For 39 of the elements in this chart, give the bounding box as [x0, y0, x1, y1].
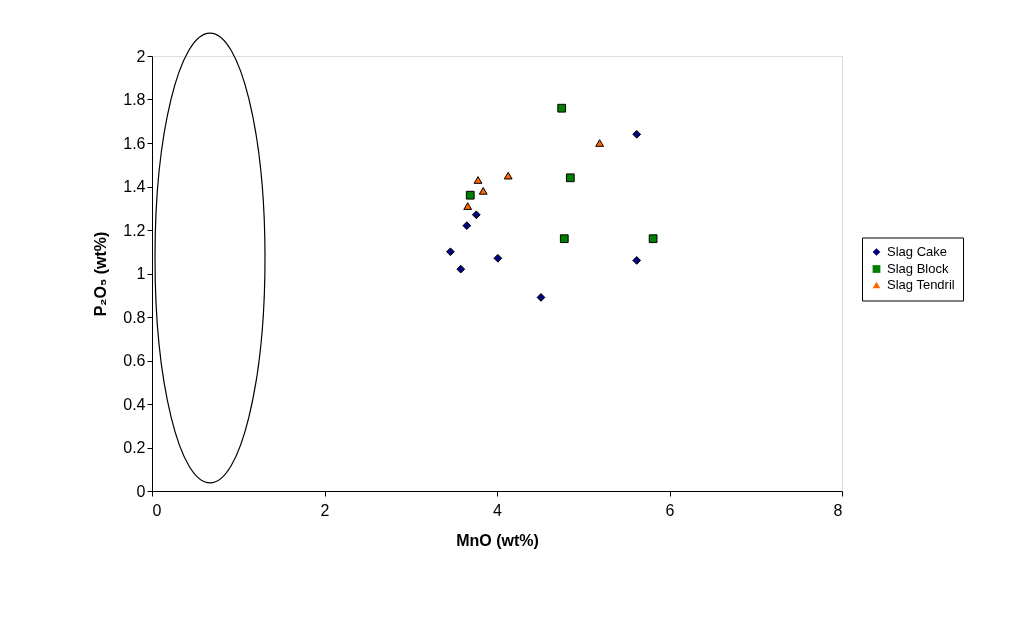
point — [473, 176, 483, 184]
y-tick-label: 0 — [136, 482, 146, 500]
x-tick-label: 2 — [320, 501, 330, 519]
point — [559, 234, 569, 244]
point — [462, 221, 472, 231]
y-tick-label: 2 — [136, 47, 146, 65]
point — [632, 256, 642, 265]
point — [471, 210, 481, 220]
y-tick-label: 0.2 — [123, 439, 146, 456]
y-tick-label: 1.8 — [123, 91, 146, 108]
x-axis-title: MnO (wt%) — [456, 531, 539, 549]
legend-label: Slag Tendril — [887, 277, 955, 292]
point — [595, 139, 605, 147]
point — [557, 103, 567, 113]
y-tick-label: 1 — [136, 265, 146, 282]
point — [648, 234, 658, 244]
point — [446, 247, 455, 257]
x-tick-label: 4 — [493, 501, 503, 519]
point — [536, 293, 546, 302]
point — [565, 173, 575, 183]
point — [465, 190, 475, 200]
y-tick-label: 0.8 — [123, 308, 146, 326]
x-tick-label: 0 — [152, 501, 162, 519]
point — [456, 264, 466, 274]
y-tick-label: 1.6 — [123, 134, 146, 152]
y-tick-label: 0.4 — [123, 395, 146, 413]
point — [493, 253, 503, 263]
point — [478, 187, 488, 195]
y-tick-label: 1.2 — [123, 221, 146, 239]
legend-label: Slag Cake — [887, 244, 947, 259]
point — [503, 171, 513, 180]
point — [632, 129, 642, 139]
y-tick-label: 1.4 — [123, 178, 146, 195]
legend-label: Slag Block — [887, 261, 949, 276]
x-tick-label: 6 — [665, 501, 675, 519]
point — [463, 202, 473, 210]
y-axis-title: P₂O₅ (wt%) — [92, 231, 110, 317]
x-tick-label: 8 — [833, 501, 843, 519]
y-tick-label: 0.6 — [123, 352, 146, 369]
